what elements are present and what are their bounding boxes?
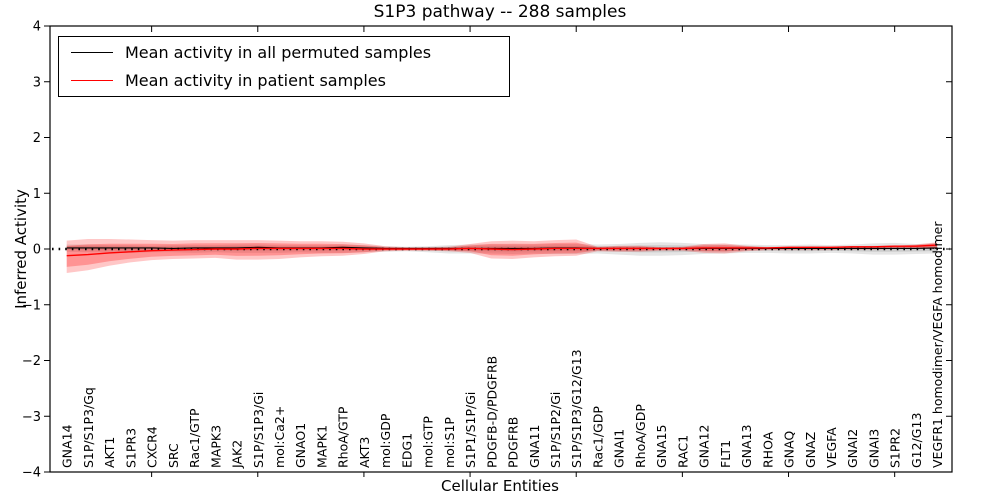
category-label: mol:GDP [378,413,393,468]
category-label: S1P/S1P3/Gq [81,387,96,468]
chart-title: S1P3 pathway -- 288 samples [373,2,627,22]
category-label: S1P/S1P3/Gi [251,392,266,468]
ytick-label: 3 [33,75,41,90]
category-label: GNAI1 [612,429,627,468]
category-label: PDGFRB [506,417,521,468]
category-label: SRC [166,443,181,468]
category-label: VEGFA [824,427,839,468]
black-line-sample-icon [71,51,113,53]
ytick-label: −2 [22,354,41,369]
category-label: S1PR3 [123,428,138,468]
legend-box: Mean activity in all permuted samples Me… [58,36,510,97]
y-axis-label: Inferred Activity [12,189,30,309]
legend-label: Mean activity in all permuted samples [125,42,432,62]
ytick-label: 0 [33,243,41,258]
category-label: MAPK3 [208,425,223,468]
permuted-mean-line [66,246,938,249]
category-label: GNAI2 [845,429,860,468]
category-label: GNAI3 [866,429,881,468]
legend-entry-permuted: Mean activity in all permuted samples [59,39,509,65]
category-label: mol:S1P [442,417,457,468]
category-label: GNAZ [803,432,818,468]
category-label: RAC1 [675,435,690,468]
category-label: mol:Ca2+ [272,406,287,468]
category-label: GNA11 [527,425,542,469]
ytick-label: −4 [22,466,41,481]
patient-mean-line [66,244,938,257]
category-label: JAK2 [230,440,245,469]
ytick-label: −3 [22,410,41,425]
category-label: AKT3 [357,437,372,468]
category-label: RhoA/GDP [633,404,648,468]
category-label: mol:GTP [421,416,436,468]
category-label: S1P/S1P2/Gi [548,392,563,468]
category-label: GNAO1 [293,423,308,468]
category-label: PDGFB-D/PDGFRB [484,356,499,468]
legend-entry-patient: Mean activity in patient samples [59,68,509,94]
category-label: VEGFR1 homodimer/VEGFA homodimer [930,221,945,468]
category-label: RHOA [760,431,775,468]
category-label: Rac1/GDP [591,406,606,468]
category-label: FLT1 [718,440,733,468]
category-label: GNA15 [654,425,669,469]
category-label: MAPK1 [315,425,330,468]
category-label: S1P1/S1P/Gi [463,392,478,468]
category-label: GNA14 [60,424,75,468]
category-label: Rac1/GTP [187,408,202,468]
category-label: GNA13 [739,425,754,469]
category-label: G12/G13 [909,413,924,468]
legend-label: Mean activity in patient samples [125,71,386,91]
category-label: S1P/S1P3/G12/G13 [569,349,584,468]
x-axis-label: Cellular Entities [441,477,559,495]
red-line-sample-icon [71,80,113,82]
category-label: S1PR2 [888,428,903,468]
category-label: RhoA/GTP [336,406,351,468]
ytick-label: 2 [33,131,41,146]
category-label: EDG1 [399,433,414,468]
ytick-label: 4 [33,20,41,35]
category-label: GNA12 [697,425,712,469]
category-label: AKT1 [102,437,117,468]
ytick-label: −1 [22,298,41,313]
category-label: CXCR4 [145,426,160,468]
ytick-label: 1 [33,187,41,202]
category-label: GNAQ [782,431,797,468]
